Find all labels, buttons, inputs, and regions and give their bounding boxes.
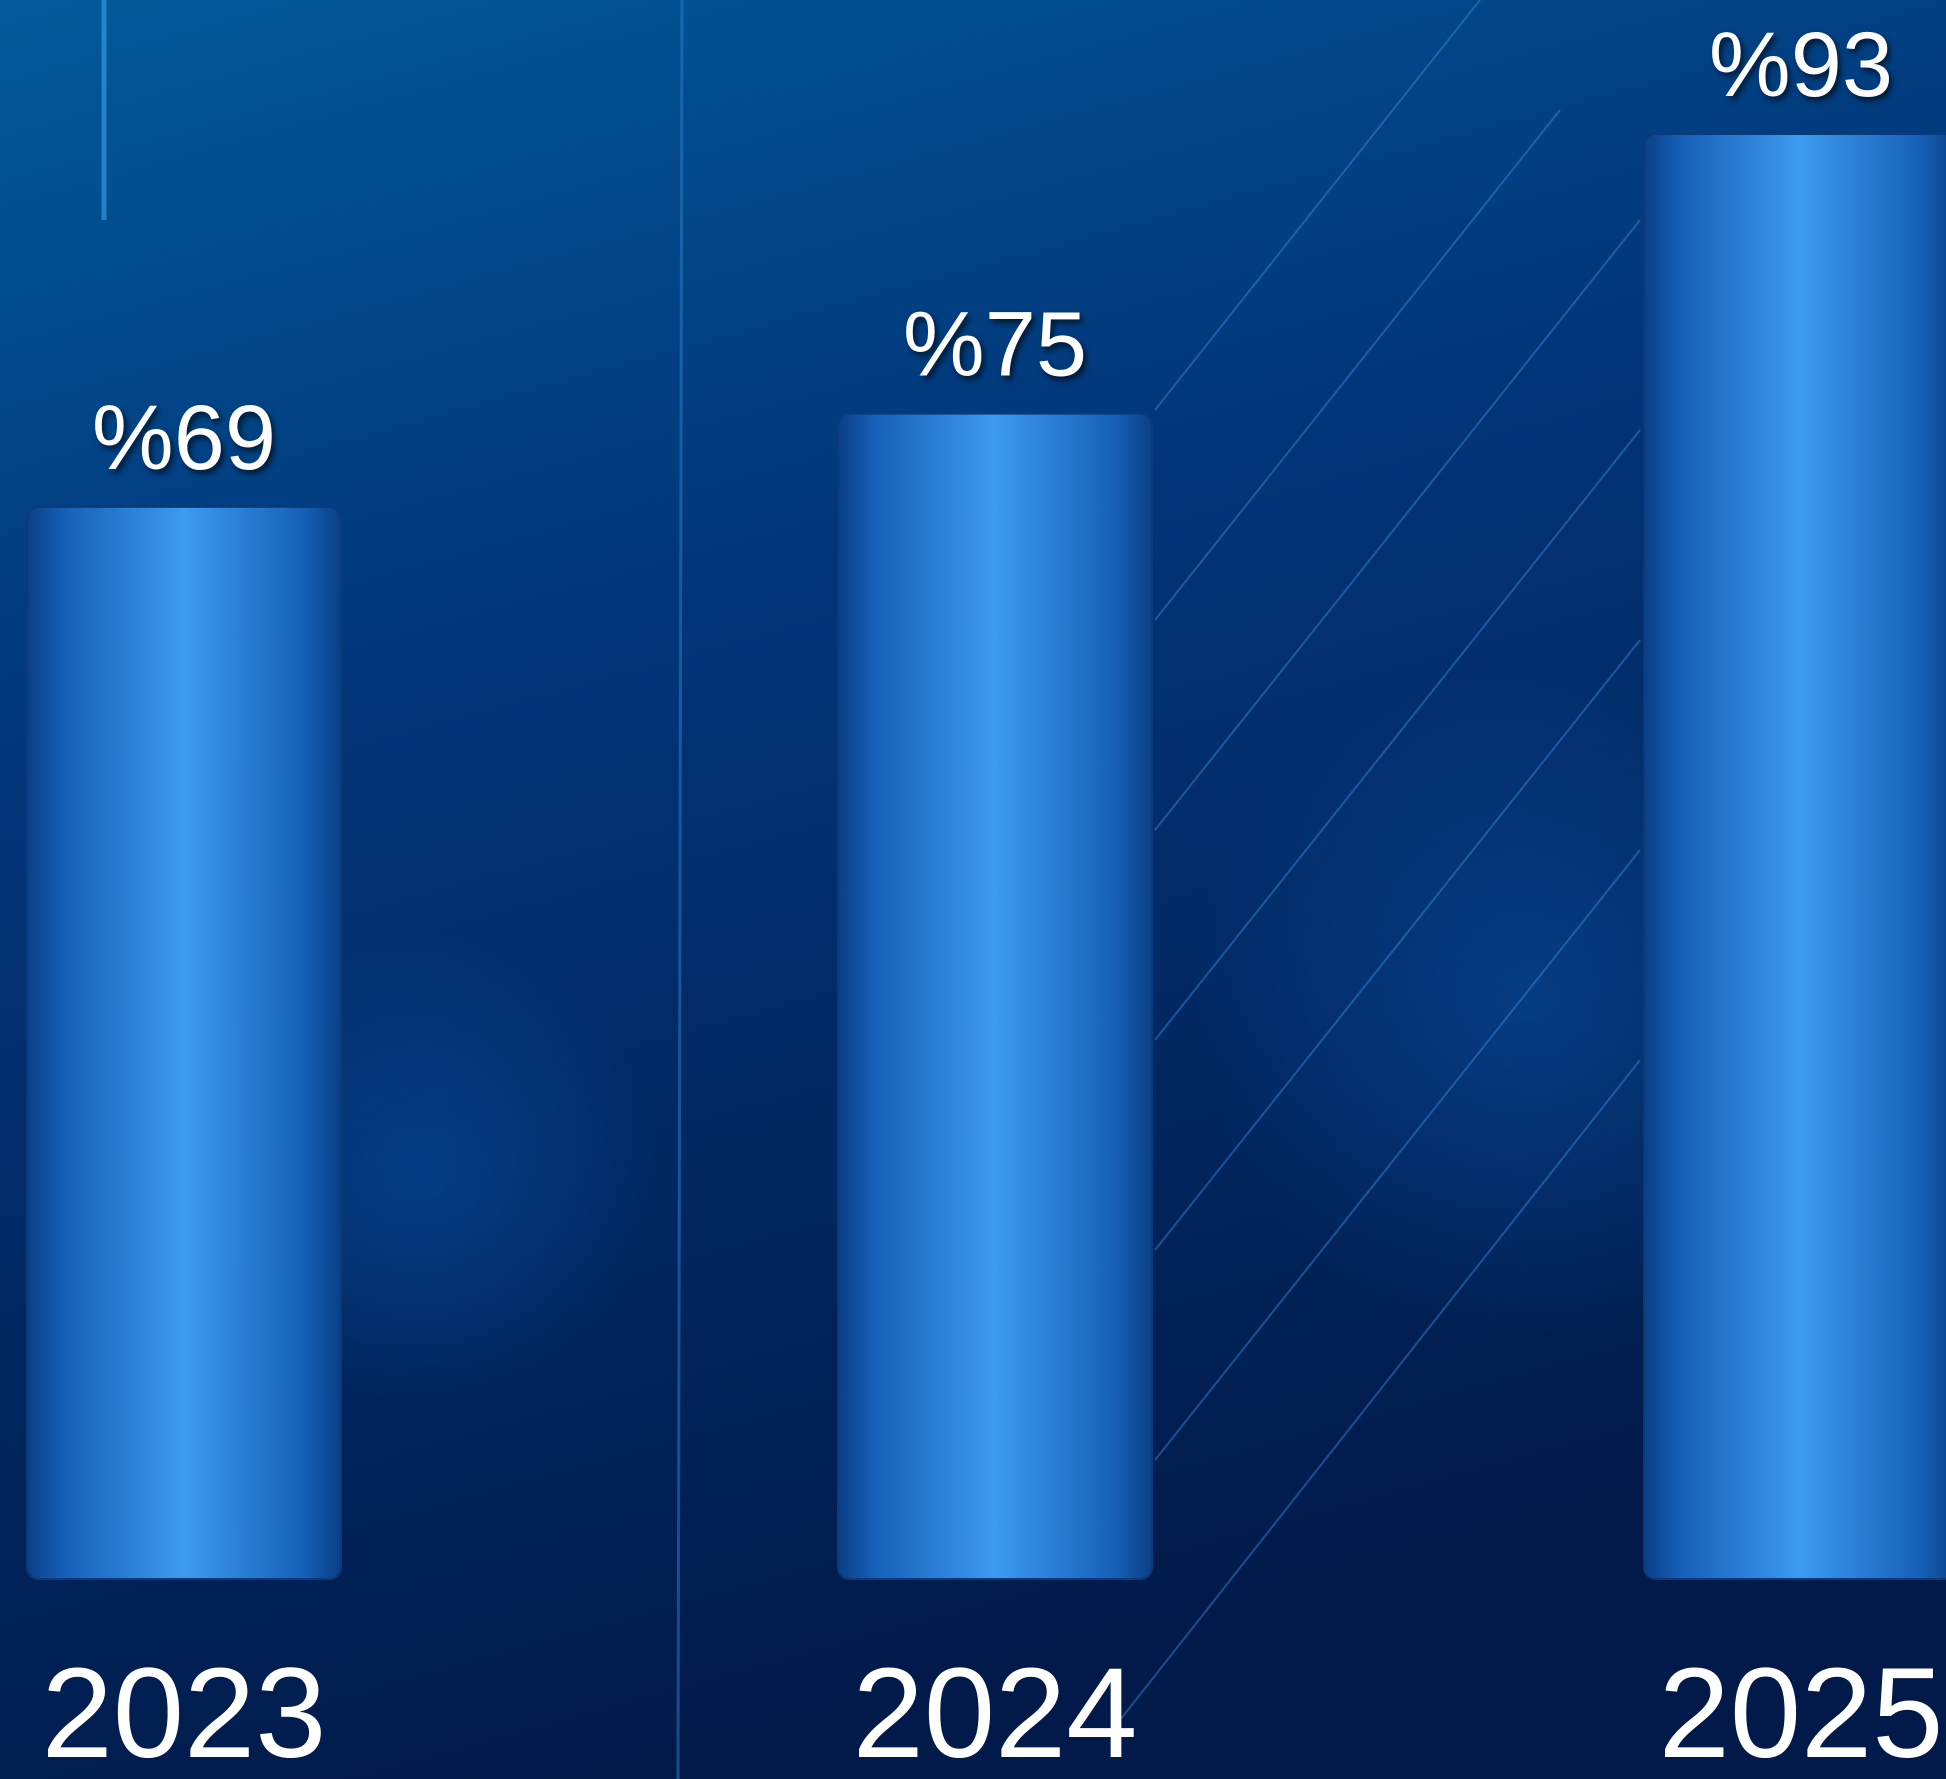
value-label: %93 xyxy=(1709,14,1893,116)
x-tick-label: 2025 xyxy=(1659,1642,1944,1779)
x-tick-label: 2024 xyxy=(853,1642,1138,1779)
bar xyxy=(26,505,342,1581)
bar xyxy=(837,412,1153,1581)
value-label: %69 xyxy=(92,387,276,489)
value-label: %75 xyxy=(903,294,1087,396)
bar xyxy=(1643,133,1946,1580)
x-tick-label: 2023 xyxy=(42,1642,327,1779)
